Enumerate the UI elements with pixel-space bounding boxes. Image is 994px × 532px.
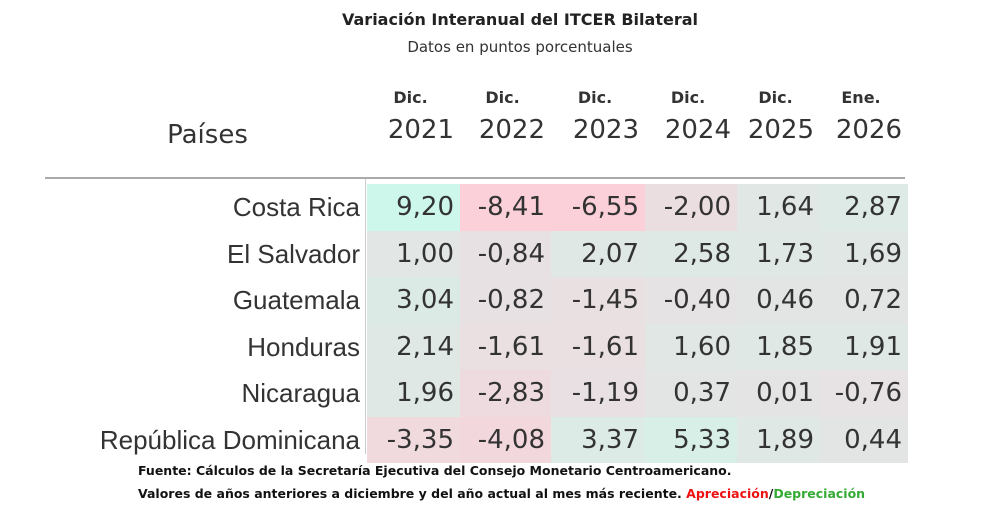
values-note-text: Valores de años anteriores a diciembre y… bbox=[138, 486, 682, 501]
column-month: Dic. bbox=[577, 88, 613, 107]
heatmap-cell: 2,58 bbox=[645, 230, 737, 277]
heatmap-cell: 1,00 bbox=[367, 230, 460, 277]
column-header: Dic. 2025 bbox=[737, 88, 814, 145]
heatmap-cell: -1,45 bbox=[551, 277, 645, 324]
chart-subtitle: Datos en puntos porcentuales bbox=[407, 38, 633, 56]
heatmap-cell: -8,41 bbox=[460, 184, 551, 231]
column-year: 2021 bbox=[387, 115, 454, 145]
heatmap-cell: 3,04 bbox=[367, 277, 460, 324]
column-year: 2023 bbox=[572, 115, 639, 145]
heatmap-cell: 1,64 bbox=[737, 184, 820, 231]
heatmap-cell: -1,19 bbox=[551, 370, 645, 417]
heatmap-cell: 1,89 bbox=[737, 416, 820, 463]
column-year: 2026 bbox=[835, 115, 902, 145]
chart-title: Variación Interanual del ITCER Bilateral bbox=[342, 10, 698, 29]
heatmap-cell: -4,08 bbox=[460, 416, 551, 463]
column-month: Ene. bbox=[841, 88, 881, 107]
heatmap-cell: -0,82 bbox=[460, 277, 551, 324]
heatmap-cell: -2,00 bbox=[645, 184, 737, 231]
heatmap-cell: 0,01 bbox=[737, 370, 820, 417]
values-note: Valores de años anteriores a diciembre y… bbox=[138, 486, 865, 502]
row-label: Nicaragua bbox=[241, 378, 360, 408]
heatmap-cell: -6,55 bbox=[551, 184, 645, 231]
heatmap-cell: -1,61 bbox=[551, 323, 645, 370]
heatmap-cell: 2,87 bbox=[820, 184, 908, 231]
heatmap-cell: -0,84 bbox=[460, 230, 551, 277]
row-header: Países bbox=[167, 120, 248, 150]
column-month: Dic. bbox=[670, 88, 706, 107]
legend-appreciation: Apreciación bbox=[686, 486, 769, 501]
heatmap-cell: 3,37 bbox=[551, 416, 645, 463]
row-label: Guatemala bbox=[232, 285, 360, 315]
column-divider bbox=[365, 179, 366, 454]
source-note: Fuente: Cálculos de la Secretaría Ejecut… bbox=[138, 463, 732, 478]
row-label: Honduras bbox=[247, 331, 360, 362]
heatmap-cell: 2,07 bbox=[551, 230, 645, 277]
legend-depreciation: Depreciación bbox=[773, 486, 866, 501]
row-label: El Salvador bbox=[227, 238, 360, 269]
heatmap-cell: 0,72 bbox=[820, 277, 908, 324]
heatmap-cell: -1,61 bbox=[460, 323, 551, 370]
column-year: 2024 bbox=[664, 115, 731, 145]
column-month: Dic. bbox=[758, 88, 793, 107]
heatmap-cell: 1,96 bbox=[367, 370, 460, 417]
column-header: Dic. 2021 bbox=[367, 88, 454, 145]
column-year: 2022 bbox=[478, 115, 545, 145]
column-month: Dic. bbox=[485, 88, 520, 107]
column-header: Dic. 2023 bbox=[551, 88, 639, 145]
heatmap-cell: 1,69 bbox=[820, 230, 908, 277]
heatmap-cell: 9,20 bbox=[367, 184, 460, 231]
column-month: Dic. bbox=[393, 88, 428, 107]
heatmap-cell: -0,76 bbox=[820, 370, 908, 417]
row-label: República Dominicana bbox=[99, 424, 360, 455]
column-year: 2025 bbox=[747, 115, 814, 145]
heatmap-cell: 5,33 bbox=[645, 416, 737, 463]
header-divider bbox=[45, 177, 905, 179]
heatmap-cell: -3,35 bbox=[367, 416, 460, 463]
row-label: Costa Rica bbox=[232, 192, 360, 222]
heatmap-cell: 1,60 bbox=[645, 323, 737, 370]
column-header: Dic. 2024 bbox=[645, 88, 731, 145]
heatmap-cell: -2,83 bbox=[460, 370, 551, 417]
heatmap-cell: 0,37 bbox=[645, 370, 737, 417]
column-header: Dic. 2022 bbox=[460, 88, 545, 145]
heatmap-cell: -0,40 bbox=[645, 277, 737, 324]
heatmap-cell: 1,85 bbox=[737, 323, 820, 370]
heatmap-cell: 1,91 bbox=[820, 323, 908, 370]
legend-separator: / bbox=[768, 486, 774, 501]
heatmap-cell: 2,14 bbox=[367, 323, 460, 370]
heatmap-cell: 0,44 bbox=[820, 416, 908, 463]
heatmap-cell: 0,46 bbox=[737, 277, 820, 324]
heatmap-cell: 1,73 bbox=[737, 230, 820, 277]
column-header: Ene. 2026 bbox=[820, 88, 902, 145]
